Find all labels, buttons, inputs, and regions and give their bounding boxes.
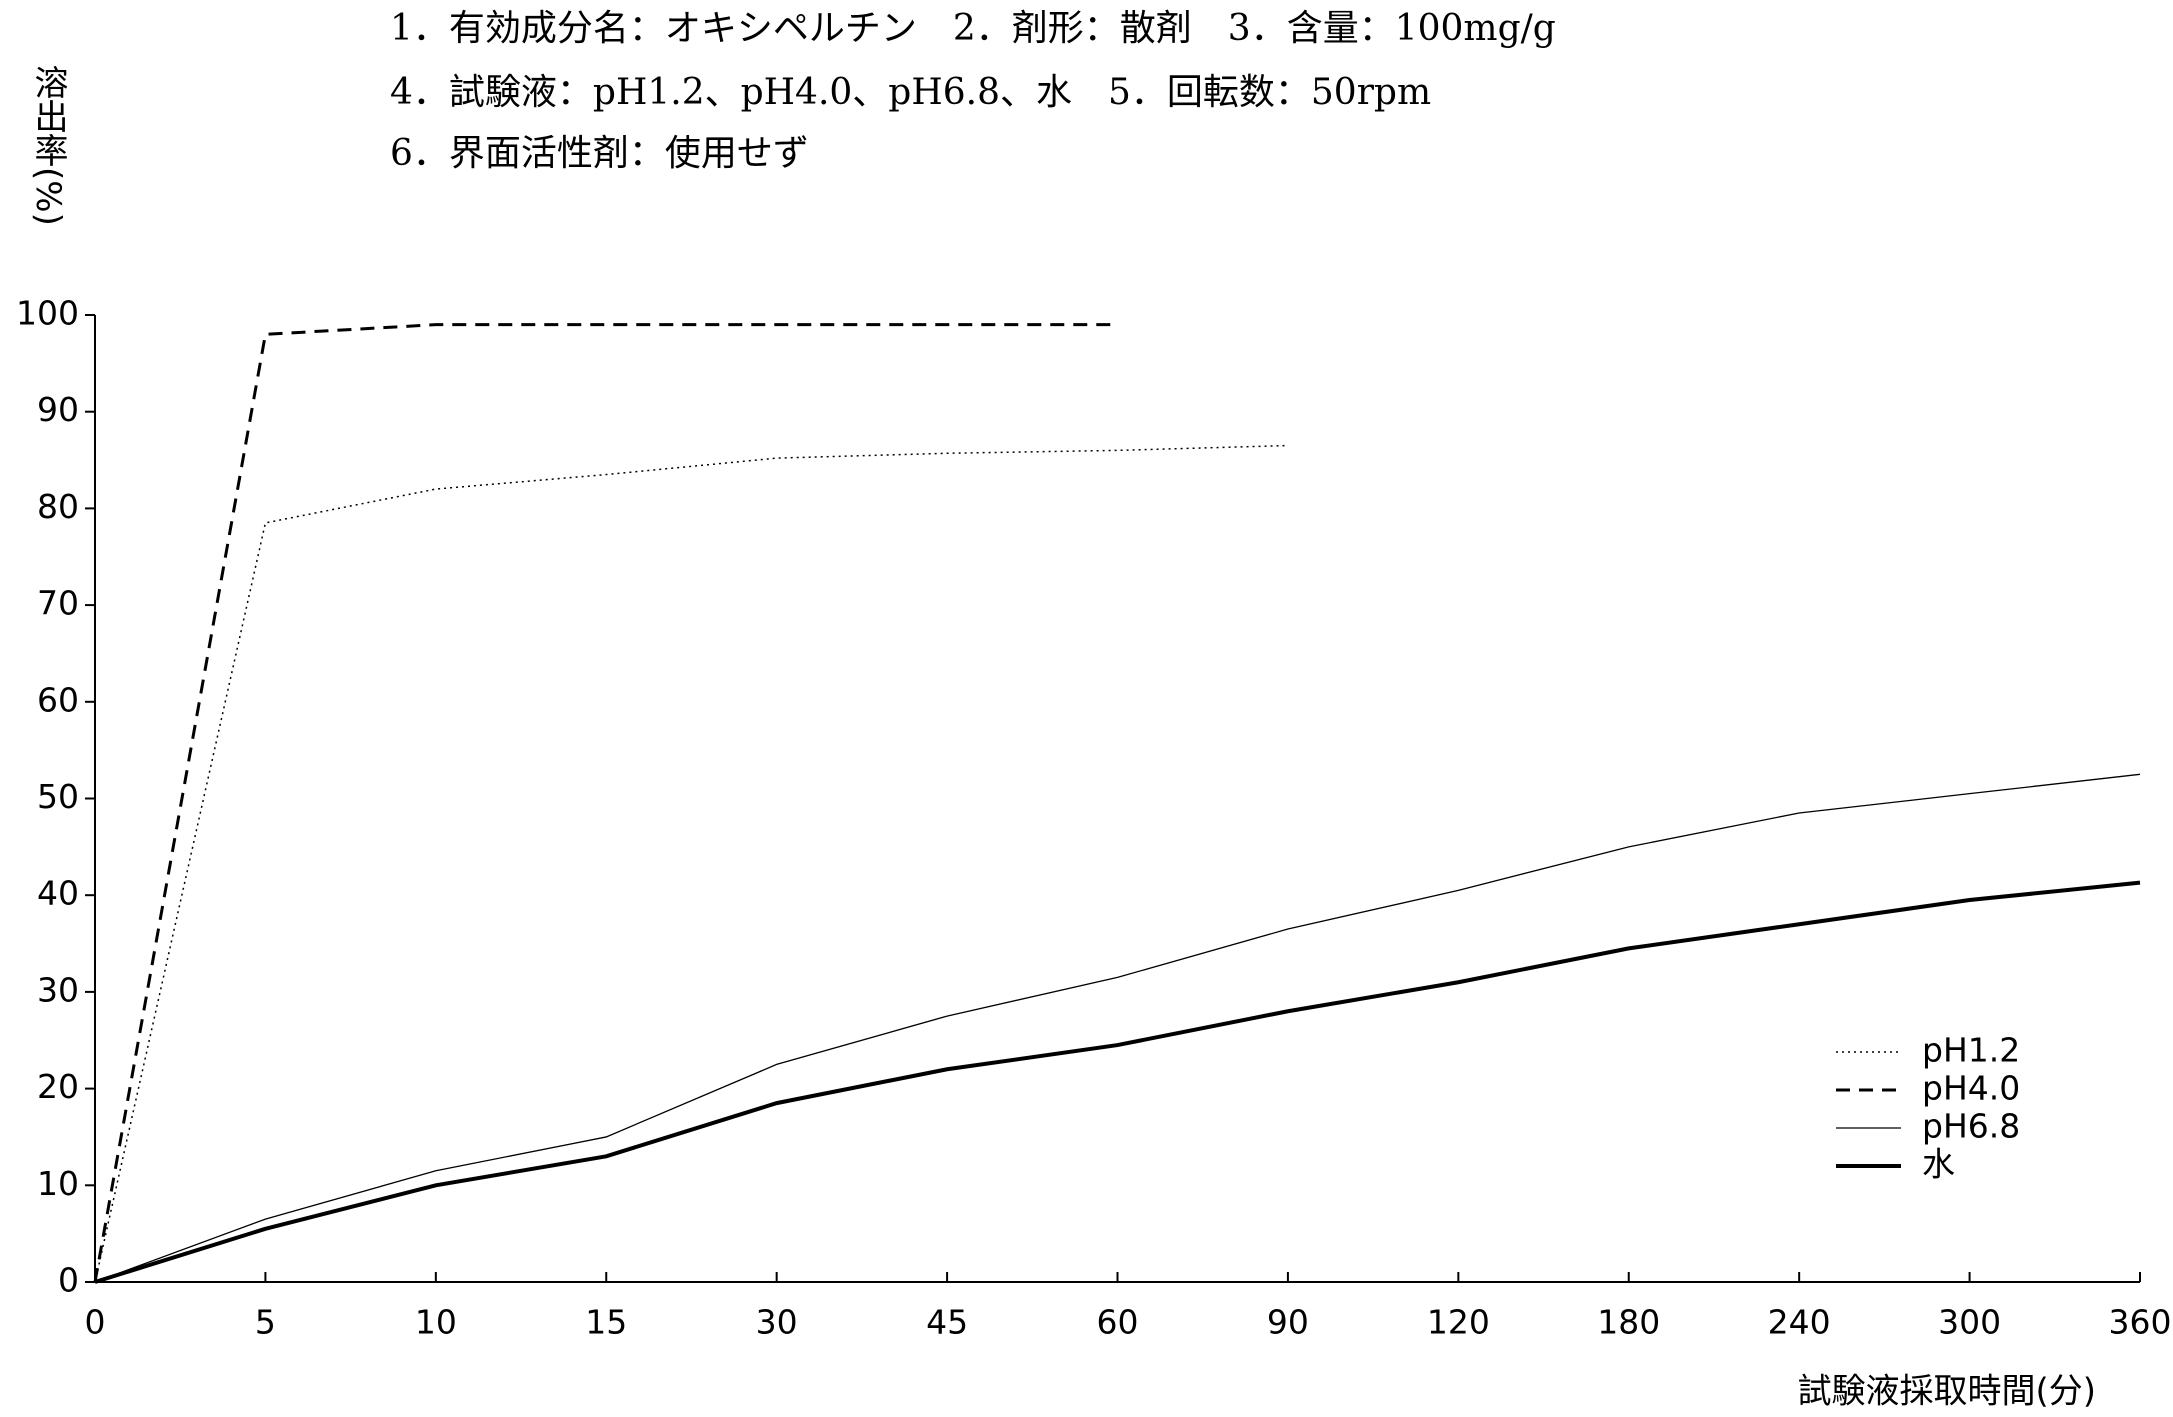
x-tick-label: 10: [415, 1303, 457, 1342]
x-tick-label: 180: [1597, 1303, 1660, 1342]
legend-label: 水: [1922, 1145, 1955, 1184]
x-tick-label: 0: [85, 1303, 106, 1342]
y-tick-label: 50: [37, 777, 79, 816]
y-tick-label: 40: [37, 874, 79, 913]
header-line: 4．試験液：pH1.2、pH4.0、pH6.8、水 5．回転数：50rpm: [390, 72, 1431, 113]
y-tick-label: 10: [37, 1164, 79, 1203]
legend-label: pH6.8: [1922, 1107, 2020, 1146]
y-tick-label: 60: [37, 680, 79, 719]
y-axis-title: 溶出率(%): [28, 65, 68, 226]
series-line: [94, 444, 1288, 1283]
y-tick-label: 90: [37, 390, 79, 429]
y-tick-label: 80: [37, 487, 79, 526]
x-tick-label: 15: [585, 1303, 627, 1342]
series-line: [94, 880, 2141, 1284]
x-tick-label: 30: [756, 1303, 798, 1342]
y-tick-label: 100: [16, 294, 79, 333]
y-tick-label: 70: [37, 584, 79, 623]
x-tick-label: 60: [1097, 1303, 1139, 1342]
x-tick-label: 120: [1427, 1303, 1490, 1342]
x-tick-label: 240: [1768, 1303, 1831, 1342]
legend-label: pH4.0: [1922, 1069, 2020, 1108]
y-tick-label: 0: [58, 1261, 79, 1300]
x-axis-title: 試験液採取時間(分): [1797, 1372, 2096, 1412]
legend-label: pH1.2: [1922, 1031, 2020, 1070]
series-line: [94, 773, 2141, 1283]
x-tick-label: 5: [255, 1303, 276, 1342]
x-tick-label: 45: [926, 1303, 968, 1342]
header-line: 1．有効成分名：オキシペルチン 2．剤形：散剤 3．含量：100mg/g: [390, 8, 1556, 49]
y-tick-label: 30: [37, 970, 79, 1009]
x-tick-label: 360: [2109, 1303, 2172, 1342]
x-tick-label: 90: [1267, 1303, 1309, 1342]
series-line: [93, 323, 1118, 1283]
y-tick-label: 20: [37, 1067, 79, 1106]
header-line: 6．界面活性剤：使用せず: [390, 133, 809, 174]
x-tick-label: 300: [1938, 1303, 2001, 1342]
